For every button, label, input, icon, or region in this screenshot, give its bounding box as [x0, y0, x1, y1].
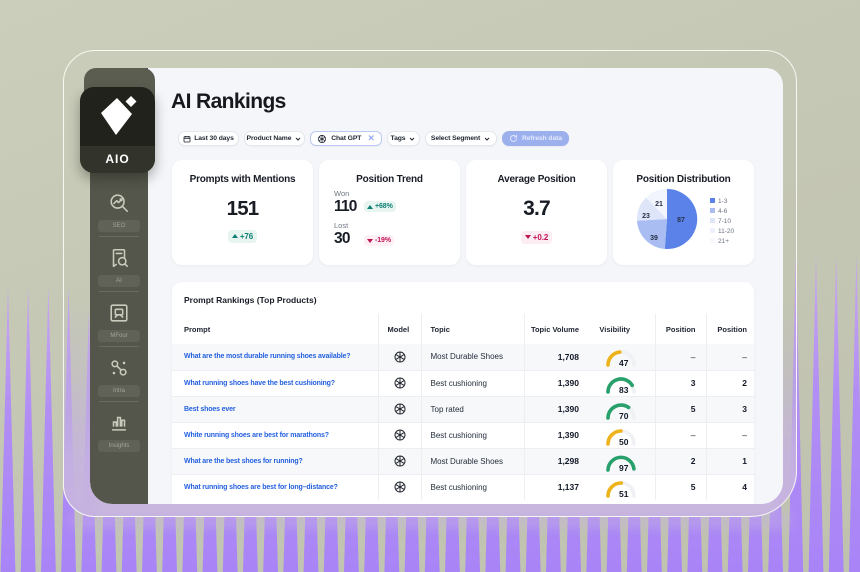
svg-text:21: 21 [655, 201, 663, 208]
svg-text:87: 87 [677, 217, 685, 224]
svg-text:1-3: 1-3 [718, 198, 728, 205]
svg-text:21+: 21+ [718, 238, 729, 245]
svg-text:4-6: 4-6 [718, 208, 728, 215]
svg-text:23: 23 [642, 213, 650, 220]
svg-text:39: 39 [650, 235, 658, 242]
svg-text:7-10: 7-10 [718, 218, 731, 225]
svg-text:11-20: 11-20 [718, 228, 735, 235]
